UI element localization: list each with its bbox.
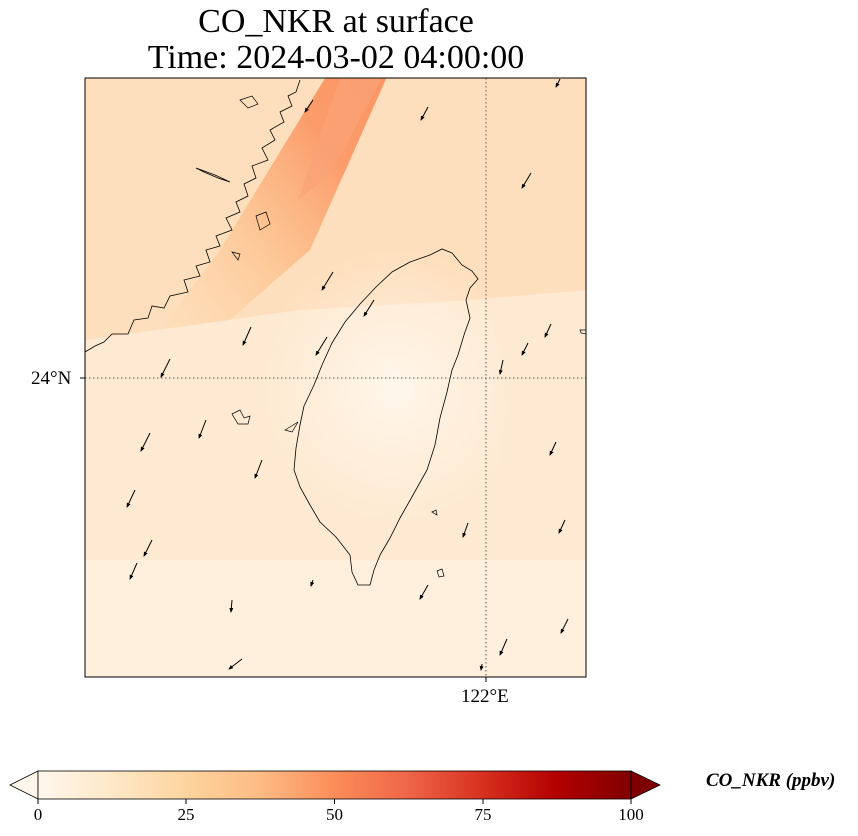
orchid-island [436, 568, 445, 578]
wind-arrow [228, 658, 243, 670]
wind-arrow [140, 432, 151, 452]
wind-arrow [558, 519, 566, 534]
lon-tick-label: 122°E [461, 686, 509, 707]
wind-arrow [555, 78, 561, 88]
taiwan-coastline [293, 248, 479, 586]
wind-arrow [499, 638, 508, 656]
wind-arrow [549, 441, 557, 456]
colorbar-tick-label: 0 [33, 805, 43, 824]
china-coastline [84, 79, 301, 353]
colorbar-tick-label: 100 [618, 805, 644, 824]
wind-arrow [198, 419, 207, 439]
wind-arrow [544, 323, 552, 338]
colorbar-tick-label: 25 [177, 805, 195, 824]
map-title-line2: Time: 2024-03-02 04:00:00 [147, 39, 525, 76]
wind-arrow [129, 562, 138, 580]
wind-arrow [321, 271, 334, 291]
offshore-island-north [239, 95, 259, 109]
penghu-islands [231, 409, 251, 425]
wind-arrow [363, 299, 375, 317]
concentration-field [85, 78, 586, 677]
wind-arrow [254, 459, 263, 479]
wind-arrow [560, 618, 569, 634]
lat-tick-label: 24°N [31, 368, 72, 389]
islet-coast [284, 421, 299, 433]
colorbar-tick-label: 75 [474, 805, 492, 824]
colorbar-extend-max [630, 770, 661, 800]
colorbar-gradient [38, 771, 631, 799]
colorbar-tick-label: 50 [326, 805, 343, 824]
wind-arrow [229, 599, 234, 613]
colorbar [9, 770, 661, 804]
wind-arrow [242, 326, 252, 346]
wind-arrow [479, 663, 484, 671]
colorbar-label: CO_NKR (ppbv) [706, 770, 836, 791]
wind-arrow [498, 359, 504, 375]
wind-arrow [521, 342, 529, 356]
wind-vectors [126, 78, 569, 671]
wind-arrow [126, 489, 136, 508]
wind-arrow [143, 539, 153, 557]
colorbar-extend-min [9, 770, 39, 800]
wind-arrow [315, 336, 328, 356]
wind-arrow [419, 584, 429, 600]
wind-arrow [310, 579, 315, 587]
offshore-island-west [255, 211, 271, 231]
wind-arrow [160, 358, 171, 378]
wind-arrow [304, 99, 314, 113]
green-island [431, 509, 438, 516]
offshore-island-middle [231, 251, 241, 261]
china-inlet [195, 167, 231, 183]
map-title-line1: CO_NKR at surface [198, 3, 474, 40]
wind-arrow [521, 172, 532, 189]
wind-arrow [462, 522, 469, 538]
wind-arrow [420, 106, 429, 121]
